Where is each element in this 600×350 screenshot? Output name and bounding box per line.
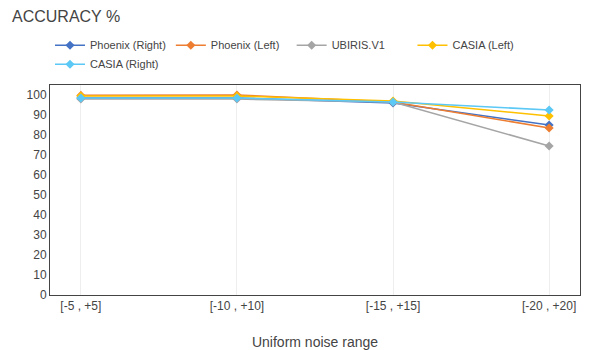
svg-text:70: 70	[33, 148, 47, 162]
svg-text:[-15 , +15]: [-15 , +15]	[366, 299, 420, 313]
svg-text:Phoenix (Right): Phoenix (Right)	[90, 39, 166, 51]
svg-text:UBIRIS.V1: UBIRIS.V1	[332, 39, 385, 51]
svg-text:[-20 , +20]: [-20 , +20]	[522, 299, 576, 313]
svg-text:40: 40	[33, 208, 47, 222]
svg-text:60: 60	[33, 168, 47, 182]
svg-text:90: 90	[33, 108, 47, 122]
svg-text:[-10 , +10]: [-10 , +10]	[210, 299, 264, 313]
svg-text:20: 20	[33, 248, 47, 262]
svg-text:10: 10	[33, 268, 47, 282]
svg-text:ACCURACY %: ACCURACY %	[12, 8, 120, 25]
svg-text:0: 0	[40, 288, 47, 302]
svg-text:CASIA (Left): CASIA (Left)	[452, 39, 513, 51]
svg-text:80: 80	[33, 128, 47, 142]
svg-text:Phoenix (Left): Phoenix (Left)	[211, 39, 279, 51]
svg-text:50: 50	[33, 188, 47, 202]
svg-text:30: 30	[33, 228, 47, 242]
svg-text:[-5 , +5]: [-5 , +5]	[60, 299, 101, 313]
svg-text:CASIA (Right): CASIA (Right)	[90, 58, 158, 70]
svg-text:100: 100	[27, 88, 47, 102]
svg-text:Uniform noise range: Uniform noise range	[252, 334, 378, 350]
